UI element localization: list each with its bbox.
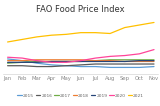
2019 xyxy=(65,61,67,62)
2016 xyxy=(51,66,52,67)
2015 xyxy=(109,67,111,68)
2021 xyxy=(124,27,126,28)
2018 xyxy=(65,59,67,60)
2015 xyxy=(124,67,126,68)
2015 xyxy=(51,64,52,66)
Legend: 2015, 2016, 2017, 2018, 2019, 2020, 2021: 2015, 2016, 2017, 2018, 2019, 2020, 2021 xyxy=(16,92,146,99)
2021 xyxy=(109,33,111,34)
2017 xyxy=(36,61,38,62)
2020 xyxy=(65,62,67,63)
2021 xyxy=(95,32,96,33)
2017 xyxy=(80,61,82,62)
2015 xyxy=(138,67,140,68)
2018 xyxy=(124,61,126,62)
2019 xyxy=(7,62,8,63)
2017 xyxy=(124,59,126,60)
2020 xyxy=(95,57,96,59)
2015 xyxy=(95,66,96,67)
Line: 2017: 2017 xyxy=(8,60,154,63)
2018 xyxy=(95,60,96,61)
Line: 2016: 2016 xyxy=(8,64,154,67)
2021 xyxy=(138,24,140,26)
2020 xyxy=(109,56,111,57)
Line: 2020: 2020 xyxy=(8,50,154,62)
2017 xyxy=(21,62,23,63)
2020 xyxy=(36,60,38,61)
2017 xyxy=(153,59,155,60)
2019 xyxy=(51,61,52,62)
2020 xyxy=(7,57,8,58)
2021 xyxy=(80,32,82,33)
2018 xyxy=(153,61,155,62)
2018 xyxy=(7,60,8,61)
2018 xyxy=(138,61,140,62)
2016 xyxy=(36,66,38,67)
2017 xyxy=(65,61,67,62)
2020 xyxy=(153,49,155,50)
2020 xyxy=(80,60,82,61)
2018 xyxy=(36,59,38,60)
2017 xyxy=(7,63,8,64)
2018 xyxy=(80,59,82,60)
2017 xyxy=(109,59,111,60)
2019 xyxy=(95,61,96,62)
2016 xyxy=(95,63,96,65)
2016 xyxy=(65,65,67,66)
2016 xyxy=(153,63,155,65)
2015 xyxy=(153,66,155,67)
2016 xyxy=(109,63,111,65)
2021 xyxy=(7,41,8,43)
2017 xyxy=(138,59,140,60)
Line: 2019: 2019 xyxy=(8,61,154,62)
2016 xyxy=(21,65,23,66)
2015 xyxy=(21,60,23,61)
Line: 2015: 2015 xyxy=(8,59,154,67)
2016 xyxy=(138,63,140,65)
2021 xyxy=(65,34,67,35)
2021 xyxy=(36,36,38,38)
2015 xyxy=(65,65,67,66)
2015 xyxy=(7,58,8,60)
2016 xyxy=(7,65,8,66)
2016 xyxy=(80,64,82,66)
2019 xyxy=(80,61,82,62)
2020 xyxy=(51,62,52,63)
Title: FAO Food Price Index: FAO Food Price Index xyxy=(36,5,125,14)
2019 xyxy=(153,60,155,61)
2019 xyxy=(109,61,111,62)
2020 xyxy=(138,53,140,54)
2018 xyxy=(21,60,23,61)
2015 xyxy=(36,63,38,64)
2017 xyxy=(95,60,96,61)
2018 xyxy=(51,59,52,60)
2017 xyxy=(51,61,52,62)
2021 xyxy=(153,22,155,23)
2020 xyxy=(124,55,126,56)
2019 xyxy=(36,62,38,63)
Line: 2021: 2021 xyxy=(8,22,154,42)
2015 xyxy=(80,66,82,67)
2021 xyxy=(51,35,52,36)
2019 xyxy=(124,61,126,62)
2020 xyxy=(21,57,23,59)
2021 xyxy=(21,39,23,40)
2019 xyxy=(138,60,140,61)
2019 xyxy=(21,62,23,63)
2016 xyxy=(124,63,126,65)
2018 xyxy=(109,60,111,61)
Line: 2018: 2018 xyxy=(8,60,154,61)
